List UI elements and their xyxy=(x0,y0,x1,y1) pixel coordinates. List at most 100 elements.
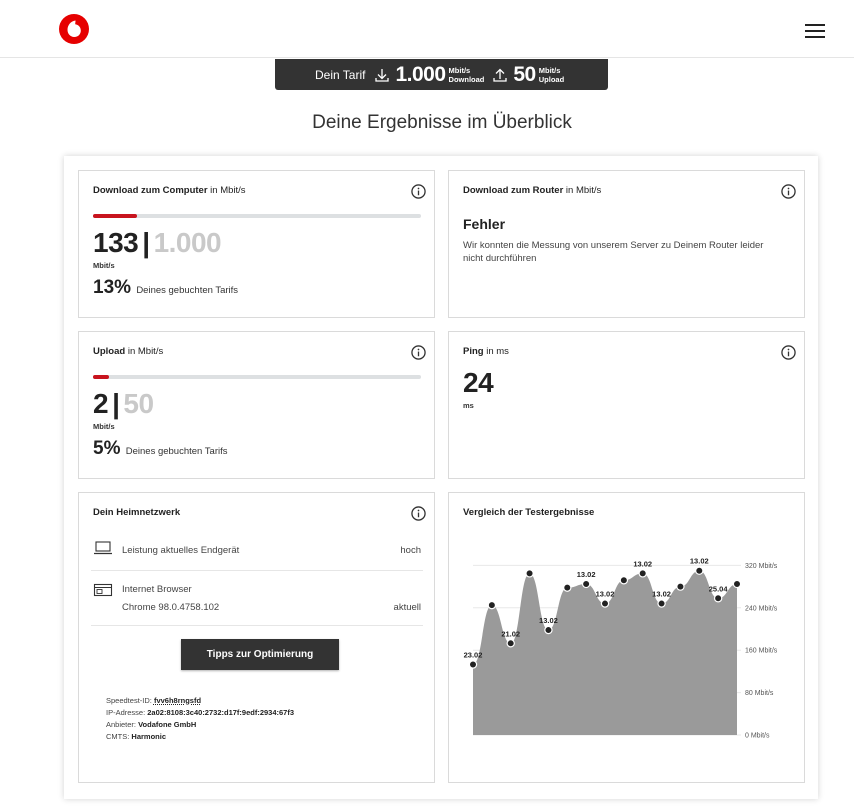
device-performance-label: Leistung aktuelles Endgerät xyxy=(122,545,240,556)
data-label: 25.04 xyxy=(709,584,729,593)
upload-max: 50 xyxy=(123,388,154,419)
browser-label: Internet Browser xyxy=(122,584,192,595)
data-point xyxy=(676,582,685,591)
info-icon[interactable] xyxy=(411,345,426,360)
provider: Vodafone GmbH xyxy=(138,720,197,729)
heimnetzwerk-card: Dein Heimnetzwerk Leistung aktuelles End… xyxy=(78,492,435,783)
comparison-title: Vergleich der Testergebnisse xyxy=(463,507,595,518)
device-performance-row: Leistung aktuelles Endgerät hoch xyxy=(93,545,421,556)
upload-arrow-icon xyxy=(493,68,508,82)
ping-title: Ping in ms xyxy=(463,346,509,357)
data-label: 13.02 xyxy=(596,590,615,599)
data-label: 13.02 xyxy=(539,616,558,625)
hamburger-menu-icon[interactable] xyxy=(805,24,825,38)
divider xyxy=(91,570,423,571)
tarif-label: Dein Tarif xyxy=(315,67,366,82)
page-title: Deine Ergebnisse im Überblick xyxy=(312,112,572,133)
device-performance-value: hoch xyxy=(400,545,421,556)
data-label: 21.02 xyxy=(501,629,520,638)
upload-title: Upload in Mbit/s xyxy=(93,346,164,357)
download-unit: Mbit/s xyxy=(93,261,115,270)
chart-area xyxy=(473,570,737,735)
browser-version-row: Chrome 98.0.4758.102 aktuell xyxy=(93,602,421,613)
upload-value-display: 2 | 50 xyxy=(93,388,154,419)
data-point xyxy=(657,599,666,608)
tarif-banner: Dein Tarif 1.000 Mbit/s Download 50 Mbit… xyxy=(275,59,608,90)
tips-optimization-button[interactable]: Tipps zur Optimierung xyxy=(181,639,339,670)
router-error-title: Fehler xyxy=(463,216,506,232)
ip-line: IP-Adresse: 2a02:8108:3c40:2732:d17f:9ed… xyxy=(106,708,295,717)
data-label: 13.02 xyxy=(652,590,671,599)
data-label: 23.02 xyxy=(464,651,483,660)
cmts: Harmonic xyxy=(131,732,167,741)
download-computer-card: Download zum Computer in Mbit/s 133 | 1.00… xyxy=(78,170,435,318)
data-point xyxy=(581,579,591,589)
vodafone-logo[interactable] xyxy=(59,14,89,44)
upload-progress-fill xyxy=(93,375,110,379)
speedtest-id[interactable]: fvv6h8rngsfd xyxy=(153,696,202,705)
download-progress-bar xyxy=(93,214,421,218)
comparison-chart: 0 Mbit/s 80 Mbit/s 160 Mbit/s 240 Mbit/s 320… xyxy=(464,557,778,740)
download-progress-fill xyxy=(93,214,137,218)
upload-card: Upload in Mbit/s 2 | 50 Mbit/s 5% Deines g… xyxy=(78,331,435,479)
data-label: 13.02 xyxy=(577,570,596,579)
data-point xyxy=(487,600,497,610)
speedtest-id-line: Speedtest-ID: fvv6h8rngsfd xyxy=(106,696,202,705)
laptop-icon xyxy=(94,541,112,555)
download-computer-title: Download zum Computer in Mbit/s xyxy=(93,185,246,196)
download-router-title: Download zum Router in Mbit/s xyxy=(463,185,602,196)
data-point xyxy=(525,569,534,578)
download-max: 1.000 xyxy=(153,227,222,258)
upload-unit: Mbit/s xyxy=(93,422,115,431)
download-value-display: 133 | 1.000 xyxy=(93,227,222,258)
data-point xyxy=(713,594,723,603)
browser-row: Internet Browser xyxy=(93,584,421,595)
ip-address: 2a02:8108:3c40:2732:d17f:9edf:2934:67f3 xyxy=(147,708,295,717)
divider xyxy=(91,625,423,626)
browser-icon xyxy=(93,583,113,597)
data-point xyxy=(732,579,742,589)
upload-percent-text: Deines gebuchten Tarifs xyxy=(125,446,228,457)
y-tick-label: 0 Mbit/s xyxy=(745,733,770,740)
upload-progress-bar xyxy=(93,375,421,379)
info-icon[interactable] xyxy=(781,345,796,360)
browser-version: Chrome 98.0.4758.102 xyxy=(122,602,220,613)
upload-percent: 5% xyxy=(93,438,121,459)
y-tick-label: 240 Mbit/s xyxy=(745,605,778,612)
upload-percent-row: 5% Deines gebuchten Tarifs xyxy=(93,438,228,460)
provider-line: Anbieter: Vodafone GmbH xyxy=(106,720,197,729)
data-point xyxy=(638,569,647,578)
download-value: 133 xyxy=(93,227,139,258)
data-point xyxy=(563,583,572,592)
ping-card: Ping in ms 24 ms xyxy=(448,331,805,479)
download-arrow-icon xyxy=(375,68,390,82)
top-navigation xyxy=(0,0,854,58)
data-point xyxy=(506,639,515,648)
ping-unit: ms xyxy=(463,401,474,410)
info-icon[interactable] xyxy=(411,506,426,521)
data-point xyxy=(695,566,704,575)
download-percent: 13% xyxy=(93,277,132,298)
download-percent-row: 13% Deines gebuchten Tarifs xyxy=(93,277,238,299)
tarif-download-value: 1.000 xyxy=(395,62,446,86)
results-panel: Download zum Computer in Mbit/s 133 | 1.00… xyxy=(64,156,818,799)
tarif-upload-value: 50 xyxy=(513,62,536,86)
router-error-text: Wir konnten die Messung von unserem Serv… xyxy=(463,240,764,264)
upload-value: 2 xyxy=(93,388,109,419)
tarif-upload-unit: Mbit/s Upload xyxy=(538,65,565,84)
data-label: 13.02 xyxy=(633,559,652,568)
y-tick-label: 320 Mbit/s xyxy=(745,563,778,570)
heimnetzwerk-title: Dein Heimnetzwerk xyxy=(93,507,181,518)
info-icon[interactable] xyxy=(411,184,426,199)
y-tick-label: 80 Mbit/s xyxy=(745,690,774,697)
comparison-card: Vergleich der Testergebnisse 0 Mbit/s 80 … xyxy=(448,492,805,783)
download-router-card: Download zum Router in Mbit/s Fehler Wir… xyxy=(448,170,805,318)
data-label: 13.02 xyxy=(690,557,709,566)
data-point xyxy=(619,576,629,585)
tarif-download-unit: Mbit/s Download xyxy=(448,65,485,84)
y-tick-label: 160 Mbit/s xyxy=(745,648,778,655)
download-percent-text: Deines gebuchten Tarifs xyxy=(136,285,239,296)
browser-status: aktuell xyxy=(393,602,421,613)
info-icon[interactable] xyxy=(781,184,796,199)
data-point xyxy=(600,599,610,608)
